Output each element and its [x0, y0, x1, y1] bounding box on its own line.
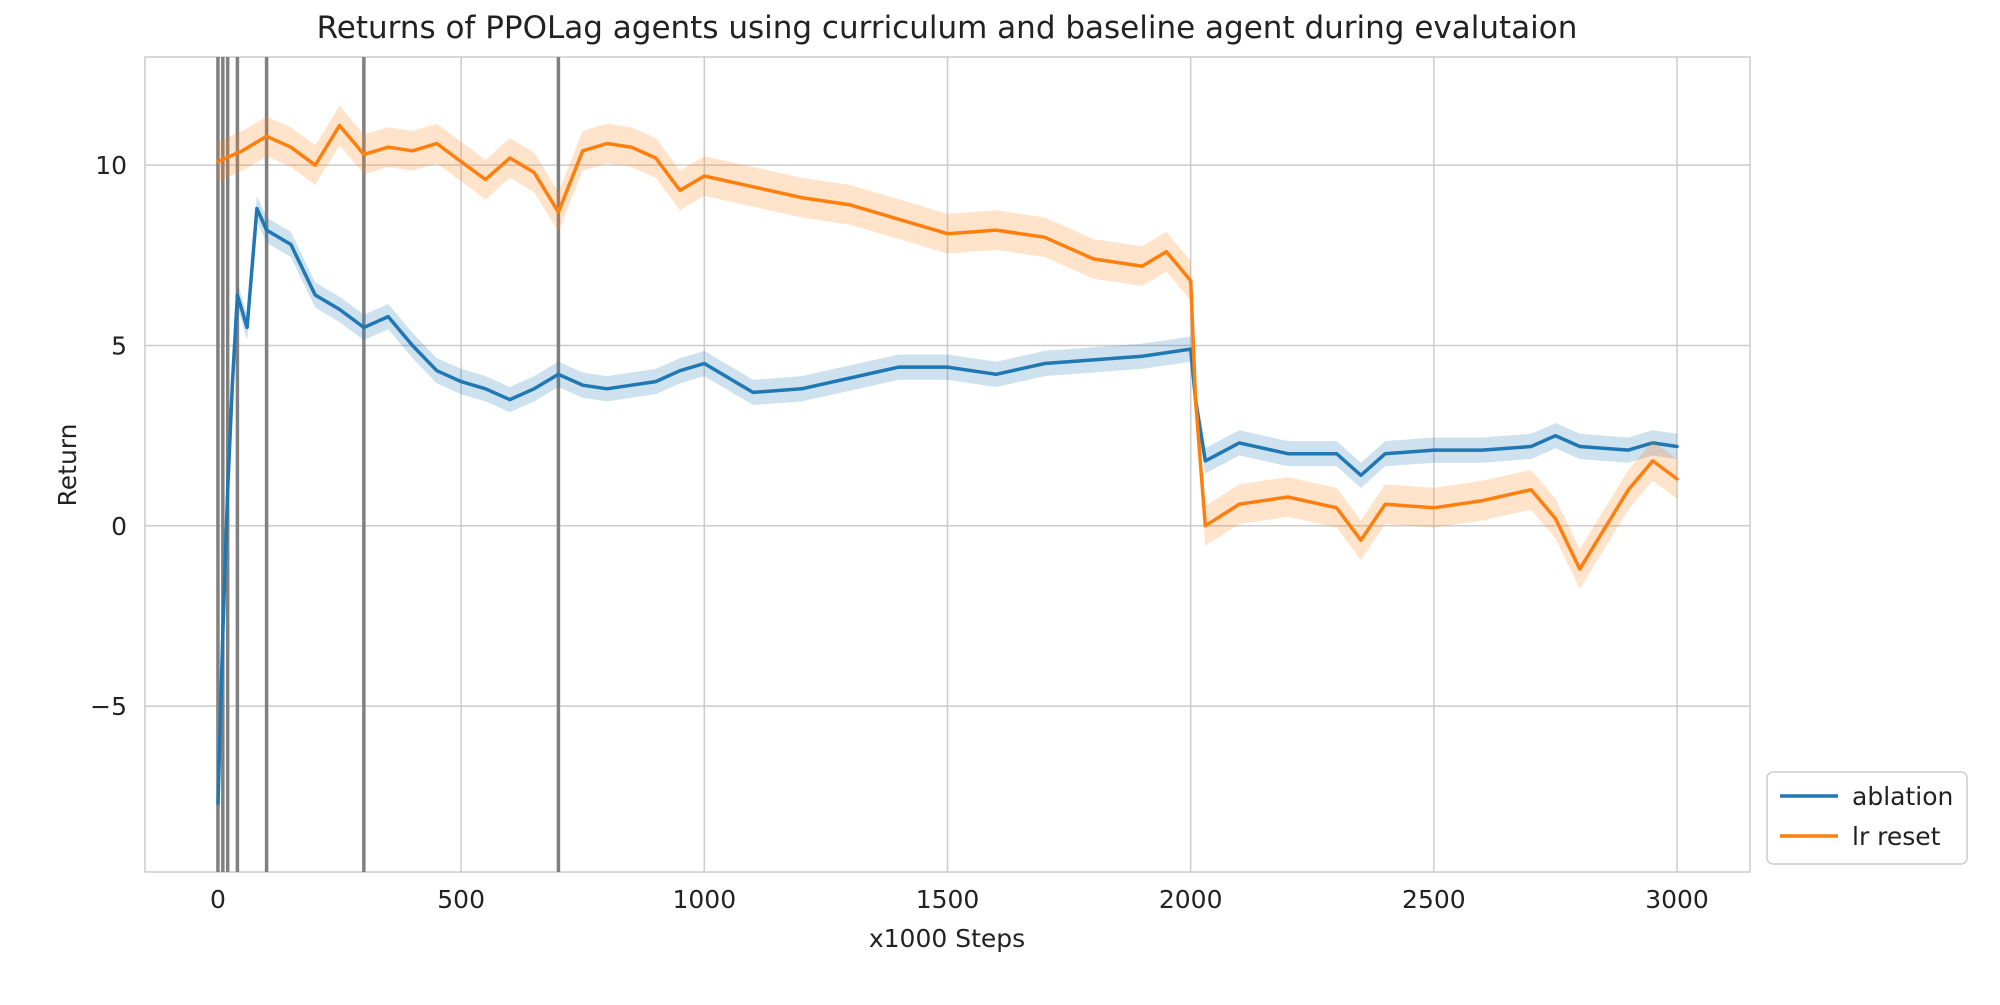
x-tick-label: 0 — [210, 885, 226, 914]
x-tick-label: 1000 — [673, 885, 737, 914]
legend: ablation lr reset — [1766, 771, 1968, 865]
tick-labels: −5 0 5 10 0 500 1000 1500 2000 2500 3000 — [90, 151, 1709, 914]
chart-title: Returns of PPOLag agents using curriculu… — [317, 10, 1578, 46]
legend-label-lr-reset: lr reset — [1852, 822, 1941, 851]
series-line-ablation — [216, 206, 1679, 806]
y-tick-label: 0 — [111, 512, 127, 541]
x-tick-label: 2000 — [1159, 885, 1223, 914]
x-tick-label: 500 — [437, 885, 485, 914]
x-tick-label: 1500 — [916, 885, 980, 914]
vertical-markers — [216, 57, 561, 872]
x-tick-label: 3000 — [1645, 885, 1709, 914]
y-tick-label: 5 — [111, 331, 127, 360]
y-axis-label: Return — [53, 424, 82, 507]
series-line-lr-reset — [216, 123, 1679, 571]
x-tick-label: 2500 — [1402, 885, 1466, 914]
y-tick-label: 10 — [95, 151, 127, 180]
x-axis-label: x1000 Steps — [869, 924, 1025, 953]
y-tick-label: −5 — [90, 692, 127, 721]
grid-layer — [145, 57, 1750, 872]
series-layer — [216, 105, 1679, 817]
legend-label-ablation: ablation — [1852, 782, 1953, 811]
